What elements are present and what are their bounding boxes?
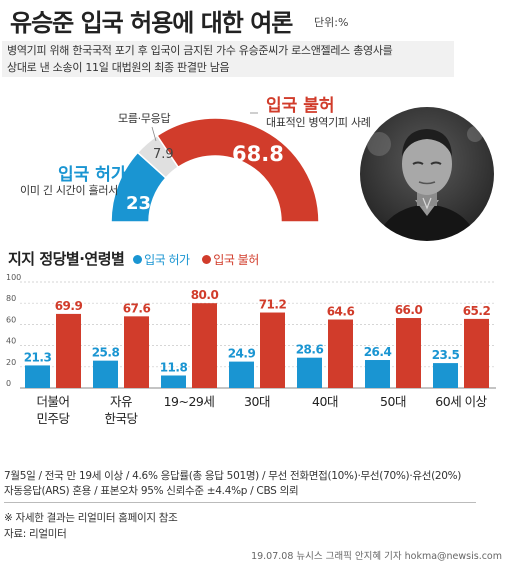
- category-label: 더불어: [36, 394, 69, 409]
- footer-divider: [4, 502, 476, 503]
- bar-deny-value-label: 64.6: [327, 305, 355, 319]
- bar-allow: [161, 375, 186, 388]
- legend-deny-label: 입국 불허: [213, 253, 259, 267]
- bar-allow: [25, 365, 50, 388]
- bar-deny: [396, 318, 421, 388]
- y-tick-label: 60: [6, 315, 16, 324]
- bar-deny-value-label: 69.9: [55, 299, 83, 313]
- page-title: 유승준 입국 허용에 대한 여론: [10, 9, 293, 37]
- intro-line-1: 병역기피 위해 한국국적 포기 후 입국이 금지된 가수 유승준씨가 로스앤젤레…: [7, 44, 393, 57]
- allow-label: 입국 허가: [58, 165, 127, 185]
- noresp-leader-line: [151, 126, 157, 142]
- bar-deny: [192, 303, 217, 388]
- donut-slice-deny: [156, 117, 320, 223]
- bar-allow-value-label: 26.4: [364, 345, 392, 359]
- detail-note: ※ 자세한 결과는 리얼미터 홈페이지 참조: [4, 512, 178, 524]
- bar-deny-value-label: 80.0: [191, 288, 219, 302]
- category-label: 60세 이상: [435, 394, 487, 409]
- bar-deny-value-label: 65.2: [463, 304, 491, 318]
- bar-allow-value-label: 24.9: [228, 347, 256, 361]
- bar-deny: [56, 313, 81, 388]
- bar-allow-value-label: 23.5: [432, 348, 460, 362]
- bar-deny-value-label: 67.6: [123, 301, 151, 315]
- y-tick-label: 100: [6, 274, 21, 282]
- bar-deny: [124, 316, 149, 388]
- bar-allow: [297, 357, 322, 388]
- bar-deny: [260, 312, 285, 388]
- legend-allow-label: 입국 허가: [144, 253, 190, 267]
- allow-value: 23.3: [126, 193, 171, 214]
- noresp-value: 7.9: [153, 147, 174, 162]
- breakdown-title-row: 지지 정당별·연령별 입국 허가 입국 불허: [8, 248, 259, 269]
- category-label: 40대: [312, 394, 338, 409]
- category-label: 30대: [244, 394, 270, 409]
- person-photo: [358, 105, 496, 243]
- deny-label: 입국 불허: [266, 96, 335, 116]
- bar-allow-value-label: 21.3: [24, 350, 52, 364]
- credit-label: 19.07.08 뉴시스 그래픽 안지혜 기자 hokma@newsis.com: [251, 551, 502, 562]
- breakdown-title: 지지 정당별·연령별: [8, 250, 125, 268]
- category-label: 민주당: [36, 411, 70, 426]
- opinion-donut-chart: [110, 112, 320, 223]
- bar-allow: [433, 363, 458, 388]
- method-line-2: 자동응답(ARS) 혼용 / 표본오차 95% 신뢰수준 ±4.4%p / CB…: [4, 485, 299, 497]
- unit-label: 단위:%: [314, 16, 349, 29]
- category-label: 50대: [380, 394, 406, 409]
- legend-allow-swatch: [133, 255, 143, 264]
- source-label: 자료: 리얼미터: [4, 528, 67, 540]
- category-label: 한국당: [104, 411, 138, 426]
- bar-allow-value-label: 25.8: [92, 346, 120, 360]
- deny-note: 대표적인 병역기피 사례: [266, 116, 371, 129]
- bar-allow: [229, 361, 254, 388]
- intro-box: 병역기피 위해 한국국적 포기 후 입국이 금지된 가수 유승준씨가 로스앤젤레…: [2, 41, 454, 77]
- legend-deny-swatch: [202, 255, 212, 264]
- intro-line-2: 상대로 낸 소송이 11일 대법원의 최종 판결만 남음: [7, 61, 230, 74]
- bar-allow: [93, 360, 118, 388]
- bar-allow-value-label: 11.8: [160, 360, 188, 374]
- allow-note: 이미 긴 시간이 흘러서: [20, 184, 118, 197]
- bar-deny-value-label: 66.0: [395, 303, 423, 317]
- bar-allow-value-label: 28.6: [296, 343, 324, 357]
- bar-deny: [464, 318, 489, 388]
- bar-deny-value-label: 71.2: [259, 298, 287, 312]
- y-tick-label: 80: [6, 294, 16, 303]
- y-tick-label: 20: [6, 358, 16, 367]
- category-label: 자유: [110, 394, 132, 409]
- y-tick-label: 40: [6, 337, 16, 346]
- y-tick-label: 0: [6, 379, 11, 388]
- method-line-1: 7월5일 / 전국 만 19세 이상 / 4.6% 응답률(총 응답 501명)…: [4, 470, 462, 482]
- bar-deny: [328, 319, 353, 388]
- category-label: 19~29세: [164, 394, 215, 409]
- noresp-label: 모름·무응답: [118, 112, 171, 125]
- bar-allow: [365, 360, 390, 388]
- deny-value: 68.8: [232, 142, 284, 166]
